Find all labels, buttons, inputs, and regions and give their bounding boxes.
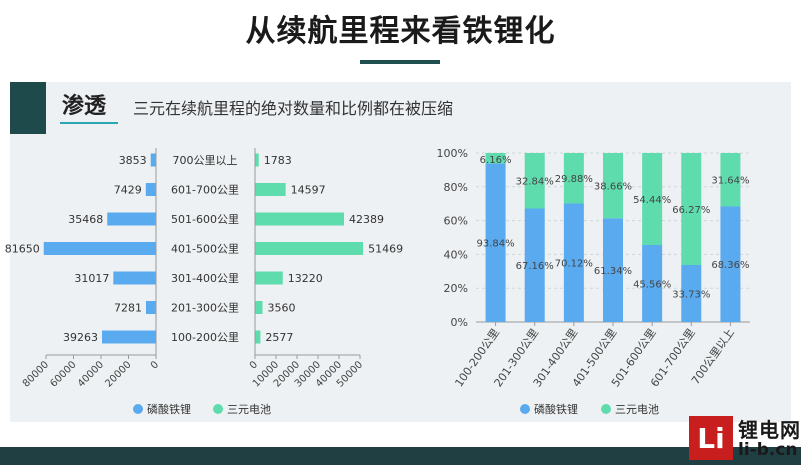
section-label: 渗透 <box>62 94 107 119</box>
lfp-count-bar <box>145 301 156 314</box>
lfp-count-bar <box>113 271 156 285</box>
lfp-count-bar <box>43 242 157 255</box>
left-tick-label: 40000 <box>76 359 106 389</box>
ncm-share-bar <box>681 153 702 265</box>
left-tick-label: 20000 <box>103 359 133 389</box>
ncm-share-label: 6.16% <box>480 155 512 166</box>
ncm-share-bar <box>720 153 741 207</box>
ncm-share-bar <box>603 153 623 219</box>
lfp-share-bar <box>720 206 741 322</box>
ncm-count-bar <box>255 212 345 226</box>
ncm-share-bar <box>524 153 545 209</box>
page-title: 从续航里程来看铁锂化 <box>245 14 556 49</box>
left-tick-label: 0 <box>149 359 161 371</box>
legend-ncm-marker <box>213 404 223 414</box>
ncm-share-label: 31.64% <box>711 176 749 187</box>
lfp-count-label: 7429 <box>114 184 142 197</box>
title-underline <box>360 60 440 64</box>
ncm-share-bar <box>642 153 663 246</box>
y-tick-label: 20% <box>444 282 468 295</box>
logo-mark: Li <box>689 416 733 460</box>
range-category-label: 301-400公里 <box>171 272 239 285</box>
lfp-share-bar <box>485 163 506 322</box>
range-category-label: 501-600公里 <box>171 213 239 226</box>
ncm-count-bar <box>255 153 259 167</box>
ncm-count-label: 2577 <box>265 331 293 344</box>
ncm-count-bar <box>255 330 261 344</box>
section-label-underline <box>60 122 118 124</box>
range-category-label: 700公里以上 <box>173 154 238 167</box>
lfp-count-label: 81650 <box>5 243 40 256</box>
logo-url: li-b.cn <box>738 440 798 460</box>
lfp-count-label: 39263 <box>63 331 98 344</box>
lfp-count-bar <box>150 153 156 167</box>
lfp-share-label: 68.36% <box>711 260 749 271</box>
legend-ncm-label: 三元电池 <box>227 403 271 416</box>
lfp-share-label: 61.34% <box>594 266 632 277</box>
ncm-share-label: 54.44% <box>633 195 671 206</box>
legend-lfp-marker <box>133 404 143 414</box>
ncm-share-bar <box>563 153 584 204</box>
ncm-count-bar <box>255 183 286 196</box>
ncm-share-label: 32.84% <box>516 177 554 188</box>
range-category-label: 601-700公里 <box>171 184 239 197</box>
logo-glyph: Li <box>697 421 725 455</box>
section-subtitle: 三元在续航里程的绝对数量和比例都在被压缩 <box>133 99 454 118</box>
y-tick-label: 80% <box>444 181 468 194</box>
y-tick-label: 60% <box>444 215 468 228</box>
lfp-share-label: 93.84% <box>477 239 515 250</box>
ncm-share-label: 66.27% <box>672 205 710 216</box>
range-category-label: 201-300公里 <box>171 302 239 315</box>
y-tick-label: 0% <box>451 316 468 329</box>
legend-ncm-label: 三元电池 <box>615 403 659 416</box>
legend-ncm-marker <box>601 404 611 414</box>
lfp-share-label: 67.16% <box>516 261 554 272</box>
legend-lfp-marker <box>520 404 530 414</box>
lfp-share-label: 45.56% <box>633 280 671 291</box>
left-tick-label: 80000 <box>21 359 51 389</box>
ncm-share-label: 38.66% <box>594 182 632 193</box>
ncm-count-label: 51469 <box>368 243 403 256</box>
ncm-count-label: 42389 <box>349 213 384 226</box>
lfp-share-bar <box>563 203 584 322</box>
lfp-count-label: 7281 <box>114 302 142 315</box>
lfp-count-bar <box>107 212 156 226</box>
range-category-label: 100-200公里 <box>171 331 239 344</box>
footer-bar <box>0 447 801 465</box>
ncm-share-label: 29.88% <box>555 174 593 185</box>
y-tick-label: 100% <box>437 147 468 160</box>
lfp-count-label: 31017 <box>74 272 109 285</box>
range-category-label: 401-500公里 <box>171 243 239 256</box>
ncm-count-label: 3560 <box>267 302 295 315</box>
lfp-count-bar <box>145 183 156 196</box>
legend-lfp-label: 磷酸铁锂 <box>147 402 191 416</box>
lfp-share-bar <box>681 264 702 322</box>
lfp-share-bar <box>642 245 663 322</box>
lfp-share-bar <box>603 218 623 322</box>
lfp-count-label: 35468 <box>68 213 103 226</box>
panel-accent-block <box>10 82 46 134</box>
ncm-count-bar <box>255 242 364 255</box>
ncm-count-label: 14597 <box>291 184 326 197</box>
ncm-count-bar <box>255 301 263 314</box>
y-tick-label: 40% <box>444 248 468 261</box>
logo-name: 锂电网 <box>738 418 801 442</box>
legend-lfp-label: 磷酸铁锂 <box>534 402 578 416</box>
left-tick-label: 60000 <box>48 359 78 389</box>
lfp-count-label: 3853 <box>119 154 147 167</box>
lfp-count-bar <box>102 330 156 344</box>
ncm-count-label: 13220 <box>288 272 323 285</box>
lfp-share-label: 33.73% <box>672 289 710 300</box>
right-tick-label: 0 <box>248 359 260 371</box>
ncm-share-bar <box>485 153 506 164</box>
lfp-share-label: 70.12% <box>555 259 593 270</box>
ncm-count-label: 1783 <box>264 154 292 167</box>
lfp-share-bar <box>524 208 545 322</box>
ncm-count-bar <box>255 271 283 285</box>
